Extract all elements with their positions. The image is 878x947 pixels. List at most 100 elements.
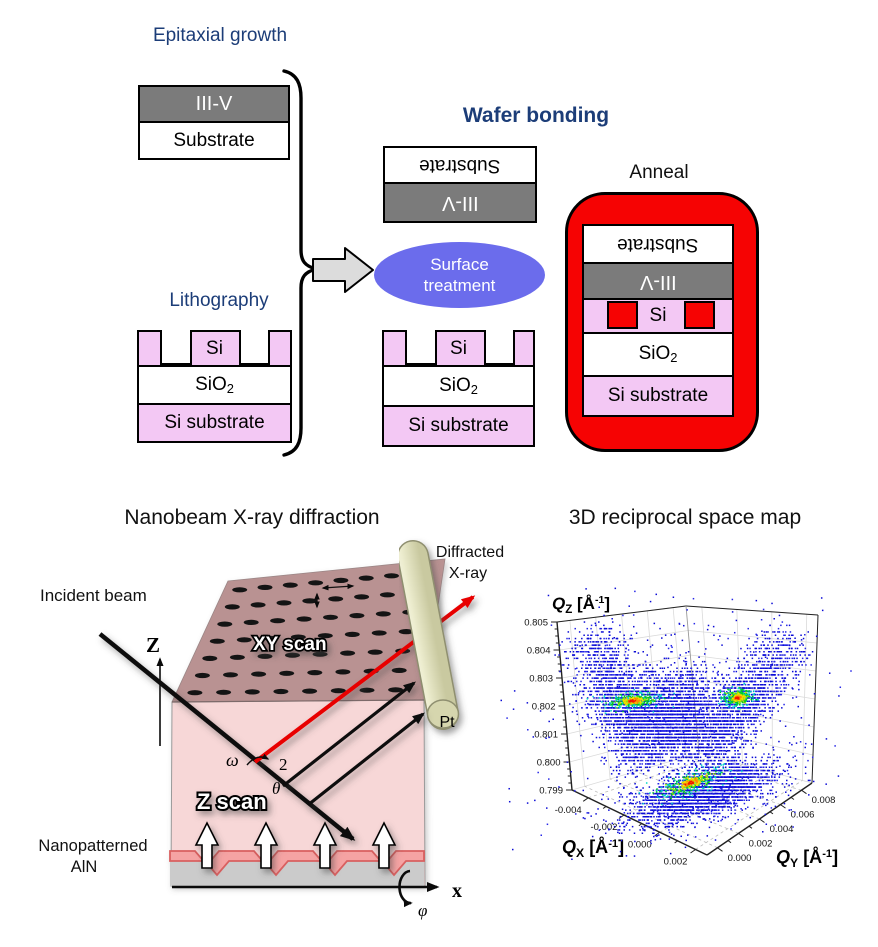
pattern-dot-icon xyxy=(224,604,240,610)
pattern-dot-icon xyxy=(391,667,407,674)
bond-layer-sio2: SiO2 xyxy=(382,365,535,407)
pattern-dot-icon xyxy=(388,687,404,693)
epi-stack: III-V Substrate xyxy=(138,85,290,160)
phi-label: φ xyxy=(418,901,427,920)
pattern-dot-icon xyxy=(367,649,383,655)
pattern-dot-icon xyxy=(229,654,245,660)
anneal-layer-substrate: Substrate xyxy=(582,224,734,264)
x-step-arrow-icon xyxy=(321,583,355,591)
pattern-dot-icon xyxy=(371,630,387,636)
pattern-dot-icon xyxy=(276,600,292,606)
pattern-dot-icon xyxy=(232,587,248,593)
pattern-dot-icon xyxy=(202,655,218,662)
litho-stack: Si SiO2 Si substrate xyxy=(137,330,292,443)
pattern-dot-icon xyxy=(317,633,333,639)
z-axis-label: Z xyxy=(146,633,160,657)
pattern-dot-icon xyxy=(375,611,391,617)
flow-connector-graphics xyxy=(282,69,374,457)
pattern-dot-icon xyxy=(257,653,273,659)
pattern-dot-icon xyxy=(296,616,312,622)
pattern-dot-icon xyxy=(384,573,399,579)
pattern-dot-icon xyxy=(379,592,395,598)
diffracted-label-line1: Diffracted xyxy=(436,544,504,561)
pattern-dot-icon xyxy=(354,594,370,600)
xy-scan-label: XY scan xyxy=(253,634,327,655)
sample-base-layer xyxy=(170,856,424,886)
theta-label: θ xyxy=(272,779,280,798)
bond-bottom-stack: Si SiO2 Si substrate xyxy=(382,330,535,447)
pattern-dot-icon xyxy=(243,619,259,626)
anneal-layer-si: Si xyxy=(582,298,734,334)
pattern-dot-icon xyxy=(328,596,344,602)
pattern-dot-icon xyxy=(333,577,349,584)
litho-layer-si: Si xyxy=(137,330,292,367)
surface-treatment-line2: treatment xyxy=(423,276,496,295)
x-axis-label: x xyxy=(452,880,462,902)
pattern-dot-icon xyxy=(250,602,266,608)
pattern-dot-icon xyxy=(290,634,306,640)
incident-beam-label: Incident beam xyxy=(40,586,147,605)
pattern-dot-icon xyxy=(358,575,374,581)
pattern-dot-icon xyxy=(359,687,375,693)
omega-label: ω xyxy=(226,750,239,770)
pattern-dot-icon xyxy=(244,689,260,695)
pattern-dot-icon xyxy=(308,580,324,586)
nanopatterned-label-line2: AlN xyxy=(71,858,98,876)
cylinder-end-cap xyxy=(426,699,460,729)
pt-detector-cylinder xyxy=(397,540,460,730)
up-arrow-icon xyxy=(371,821,397,869)
anneal-box: Substrate III-V Si SiO2 Si substrate xyxy=(565,192,759,452)
epi-layer-substrate: Substrate xyxy=(138,121,290,160)
pattern-dot-icon xyxy=(263,635,279,642)
flipped-layer-substrate: Substrate xyxy=(383,146,537,184)
rsm-title: 3D reciprocal space map xyxy=(568,506,802,529)
bond-trench-2 xyxy=(484,330,515,365)
pattern-dot-icon xyxy=(216,689,232,695)
diffracted-label-line2: X-ray xyxy=(449,565,487,582)
z-scan-label: Z scan xyxy=(197,789,267,814)
diffraction-diagram: Z Pt ω 2 θ XY scan Z xyxy=(38,540,504,920)
pattern-dot-icon xyxy=(312,651,328,657)
pattern-dot-icon xyxy=(398,629,414,635)
pattern-dot-icon xyxy=(223,672,238,678)
up-arrow-icon xyxy=(194,821,220,869)
pattern-dot-icon xyxy=(302,598,318,604)
up-arrow-icon xyxy=(253,821,279,869)
omega-rocking-arc-icon xyxy=(246,753,270,766)
pattern-dot-icon xyxy=(194,672,210,679)
nanopatterned-label-line1: Nanopatterned xyxy=(38,837,147,855)
face-edge xyxy=(171,699,425,703)
pattern-dot-icon xyxy=(340,650,356,656)
anneal-label: Anneal xyxy=(629,162,689,183)
flipped-layer-iiiv: III-V xyxy=(383,182,537,223)
lithography-label: Lithography xyxy=(169,290,269,311)
litho-layer-sisub: Si substrate xyxy=(137,403,292,443)
litho-trench-1 xyxy=(160,330,192,365)
scan-labels: XY scan Z scan xyxy=(195,632,328,816)
pattern-dot-icon xyxy=(344,631,360,638)
litho-layer-sio2: SiO2 xyxy=(137,365,292,405)
surface-treatment-line1: Surface xyxy=(430,255,489,274)
wafer-bonding-label: Wafer bonding xyxy=(462,104,610,127)
angle-labels: ω 2 θ xyxy=(226,750,288,798)
z-axis: Z xyxy=(146,633,164,746)
up-arrow-icon xyxy=(312,821,338,869)
pattern-dot-icon xyxy=(279,670,295,676)
anneal-void-1 xyxy=(607,301,638,329)
pattern-dot-icon xyxy=(349,613,365,619)
anneal-layer-iiiv: III-V xyxy=(582,262,734,300)
pattern-dot-icon xyxy=(285,652,300,658)
pattern-dot-icon xyxy=(257,584,273,591)
rsm-scatter-canvas xyxy=(500,585,878,947)
pattern-dot-icon xyxy=(217,621,233,627)
x-axis: x φ xyxy=(172,869,462,920)
surface-treatment-ellipse: Surface treatment xyxy=(374,242,545,308)
curly-brace xyxy=(282,69,323,457)
pattern-dot-icon xyxy=(251,671,267,677)
incident-beam-arrow xyxy=(98,632,356,841)
anneal-layer-sisub: Si substrate xyxy=(582,375,734,417)
growth-arrows xyxy=(194,821,397,869)
epitaxial-growth-label: Epitaxial growth xyxy=(152,25,288,46)
anneal-layer-sio2: SiO2 xyxy=(582,332,734,377)
